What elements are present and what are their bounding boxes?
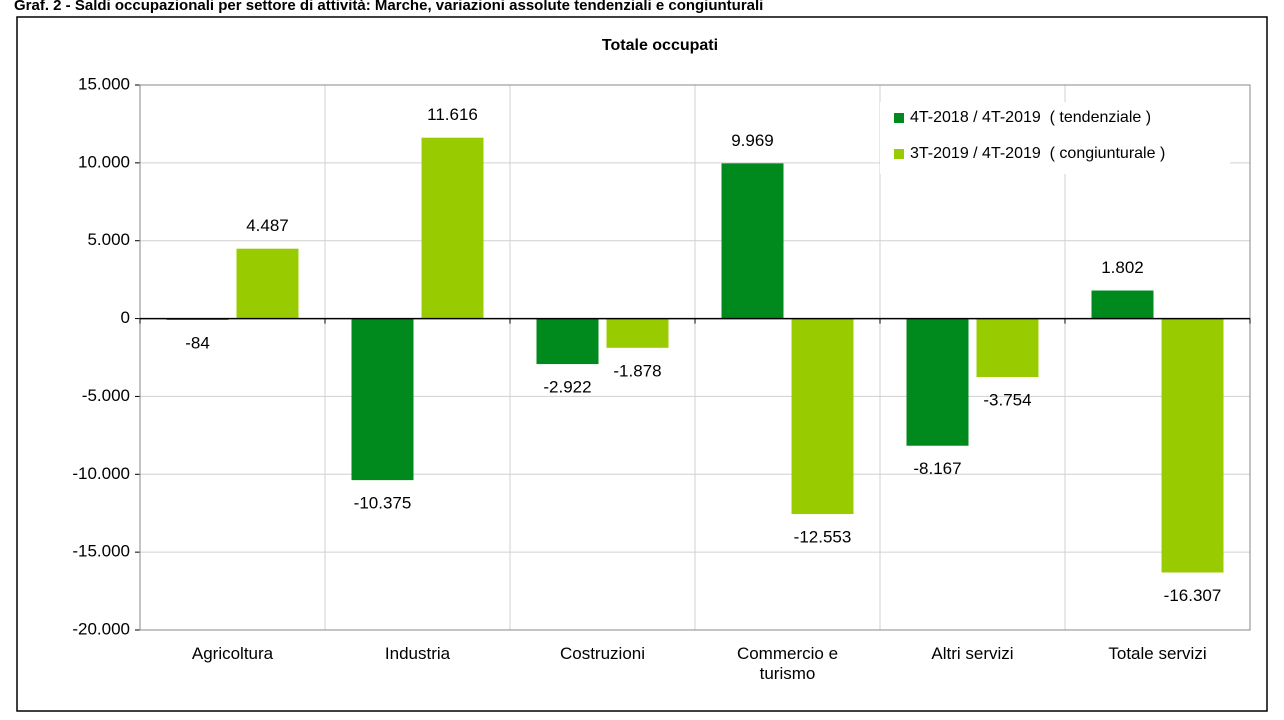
- value-label: -10.375: [354, 494, 412, 513]
- chart-caption: Graf. 2 - Saldi occupazionali per settor…: [14, 0, 763, 14]
- legend-swatch: [894, 113, 904, 123]
- y-tick-label: -15.000: [72, 542, 130, 561]
- bar: [906, 318, 969, 446]
- value-label: 1.802: [1101, 258, 1144, 277]
- legend-swatch: [894, 149, 904, 159]
- bar: [721, 163, 784, 319]
- y-tick-label: 15.000: [78, 74, 130, 93]
- legend-box: [880, 102, 1230, 174]
- value-label: 11.616: [427, 105, 478, 124]
- bar: [1161, 318, 1224, 573]
- chart-title: Totale occupati: [602, 37, 718, 54]
- value-label: 4.487: [246, 216, 289, 235]
- value-label: -12.553: [794, 528, 852, 547]
- legend-label: 4T-2018 / 4T-2019 ( tendenziale ): [910, 109, 1151, 126]
- bar: [536, 318, 599, 365]
- value-label: -1.878: [613, 361, 661, 380]
- y-tick-label: 0: [121, 308, 130, 327]
- y-tick-label: 5.000: [87, 230, 130, 249]
- x-tick-label: Agricoltura: [191, 644, 274, 663]
- bar: [606, 318, 669, 348]
- x-tick-label: Commercio e turismo: [736, 644, 839, 683]
- bar: [351, 318, 414, 481]
- y-tick-label: -20.000: [72, 619, 130, 638]
- value-label: 9.969: [731, 131, 774, 150]
- x-tick-label: Costruzioni: [559, 644, 646, 663]
- y-tick-label: -10.000: [72, 464, 130, 483]
- value-label: -16.307: [1164, 586, 1222, 605]
- bar: [791, 318, 854, 515]
- y-tick-label: 10.000: [78, 152, 130, 171]
- bar: [976, 318, 1039, 378]
- x-tick-label: Totale servizi: [1108, 644, 1207, 663]
- value-label: -2.922: [543, 378, 591, 397]
- x-tick-label: Altri servizi: [931, 644, 1014, 663]
- bar: [1091, 290, 1154, 319]
- bar: [421, 137, 484, 319]
- x-tick-label: Industria: [384, 644, 451, 663]
- value-label: -8.167: [913, 459, 961, 478]
- bar: [236, 248, 299, 319]
- value-label: -3.754: [983, 391, 1031, 410]
- y-tick-label: -5.000: [82, 386, 130, 405]
- plot-area: [139, 84, 1251, 631]
- value-label: -84: [185, 333, 210, 352]
- legend-label: 3T-2019 / 4T-2019 ( congiunturale ): [910, 145, 1165, 162]
